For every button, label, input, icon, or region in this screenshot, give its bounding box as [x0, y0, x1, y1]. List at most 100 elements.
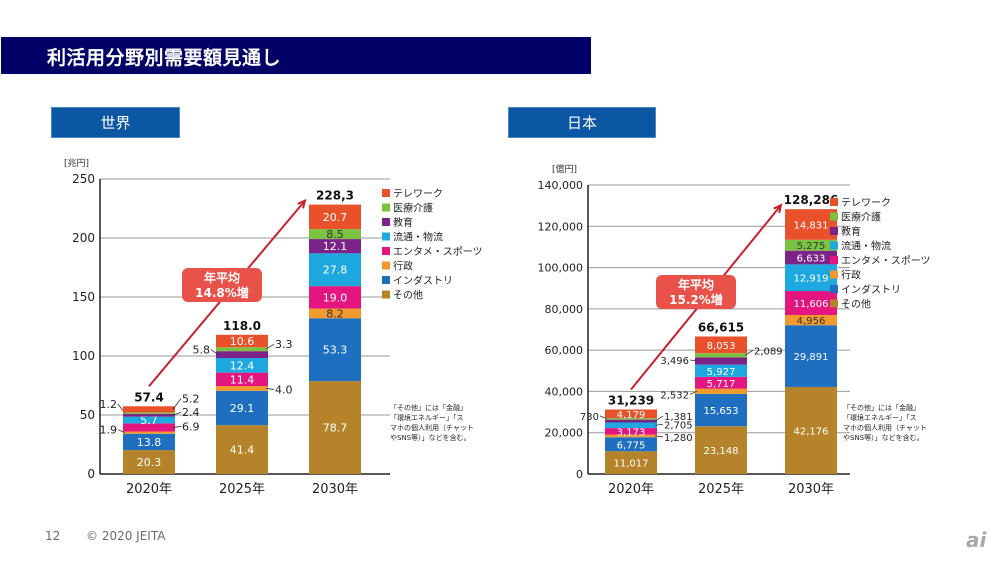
bar-segment: [785, 250, 837, 265]
segment-label: 12.4: [230, 359, 255, 372]
y-tick-label: 250: [72, 172, 95, 186]
segment-label: 5.8: [193, 344, 211, 357]
y-tick-label: 100,000: [538, 262, 584, 275]
segment-label: 78.7: [323, 422, 348, 435]
legend-label: インダストリ: [393, 274, 453, 287]
segment-label: 5,717: [707, 379, 736, 390]
y-axis-unit-label: [兆円]: [64, 158, 89, 169]
leader-line: [689, 390, 698, 395]
segment-label: 12,919: [794, 274, 829, 285]
segment-label: 27.8: [323, 264, 348, 277]
segment-label: 6,775: [617, 440, 646, 451]
bar-segment: [123, 412, 175, 414]
segment-label: 42,176: [794, 426, 829, 437]
y-tick-label: 120,000: [538, 220, 584, 233]
bar-segment: [309, 381, 361, 474]
segment-label: 4,179: [617, 410, 646, 421]
bar-segment: [309, 239, 361, 254]
bar-segment: [216, 386, 268, 391]
segment-label: 8.5: [326, 228, 344, 241]
y-axis-unit-label: [億円]: [552, 163, 577, 175]
bar-segment: [695, 376, 747, 389]
legend-label: 流通・物流: [841, 240, 891, 253]
legend-label: 医療介護: [393, 202, 433, 215]
legend-swatch: [382, 218, 390, 226]
legend-swatch: [382, 261, 390, 270]
bar-segment: [216, 347, 268, 352]
bar-segment: [216, 390, 268, 426]
growth-annotation-box: [182, 268, 262, 302]
bar-total-label: 228,3: [316, 189, 354, 203]
segment-label: 29,891: [794, 352, 829, 363]
leader-line: [210, 349, 219, 355]
bar-segment: [123, 450, 175, 474]
legend-label: 流通・物流: [393, 231, 443, 244]
segment-label: 1,280: [664, 433, 693, 444]
japan-footnote: 「その他」には「金融」 「環境エネルギー」「ス マホの個人利用（チャット やSN…: [843, 404, 927, 442]
legend-swatch: [382, 247, 390, 255]
y-tick-label: 0: [576, 468, 583, 481]
leader-line: [654, 435, 664, 438]
y-tick-label: 150: [72, 290, 95, 304]
bar-segment: [785, 325, 837, 387]
y-tick-label: 50: [80, 408, 95, 422]
page-number: 12: [45, 529, 61, 543]
leader-line: [599, 415, 608, 420]
leader-line: [265, 388, 275, 390]
legend-label: インダストリ: [841, 283, 901, 296]
legend-swatch: [382, 290, 390, 299]
legend-label: 医療介護: [841, 211, 881, 224]
bar-segment: [695, 426, 747, 474]
bar-segment: [785, 239, 837, 251]
world-demand-chart: [兆円] 0 50 100 150 200 250 20.3 13.8 1.9 6.9 5.7 2.4 1…: [64, 158, 483, 497]
legend-swatch: [830, 256, 838, 264]
legend-swatch: [830, 227, 838, 235]
legend-swatch: [830, 299, 838, 308]
bar-segment: [309, 253, 361, 287]
growth-annotation-line1: 年平均: [678, 277, 714, 292]
legend-label: 行政: [393, 260, 413, 273]
x-category-label: 2020年: [126, 482, 172, 497]
leader-line: [172, 398, 182, 410]
legend-swatch: [830, 241, 838, 250]
logo: ai: [966, 528, 987, 552]
segment-label: 3.3: [275, 338, 293, 351]
legend-label: その他: [841, 298, 871, 311]
segment-label: 730: [580, 412, 599, 423]
bar-segment: [309, 286, 361, 309]
segment-label: 8,053: [707, 341, 736, 352]
bar-segment: [309, 308, 361, 319]
japan-section-label: 日本: [508, 107, 656, 138]
legend-swatch: [382, 276, 390, 284]
segment-label: 13.8: [137, 436, 162, 449]
segment-label: 1.2: [100, 398, 118, 411]
bar-segment: [695, 353, 747, 358]
world-section-label: 世界: [51, 107, 180, 138]
bar-segment: [605, 428, 657, 435]
x-category-label: 2025年: [698, 482, 744, 497]
japan-demand-chart: [億円] 0 20,000 40,000 60,000 80,000 100,000 120,…: [538, 163, 931, 497]
legend-label: テレワーク: [841, 197, 891, 209]
growth-annotation-line2: 15.2%増: [669, 292, 723, 307]
segment-label: 29.1: [230, 402, 255, 415]
segment-label: 4.0: [275, 383, 293, 396]
x-category-label: 2030年: [788, 482, 834, 497]
bar-segment: [785, 209, 837, 240]
bar-total-label: 57.4: [134, 390, 164, 404]
y-tick-label: 140,000: [538, 179, 584, 192]
bar-segment: [123, 413, 175, 417]
segment-label: 3,173: [617, 427, 646, 438]
segment-label: 20.7: [323, 211, 348, 224]
y-tick-label: 200: [72, 231, 95, 245]
bar-segment: [216, 334, 268, 348]
bar-segment: [309, 229, 361, 240]
bar-segment: [216, 351, 268, 359]
bar-segment: [605, 437, 657, 452]
bar-segment: [695, 357, 747, 365]
leader-line: [654, 415, 664, 422]
segment-label: 1,381: [664, 412, 693, 423]
world-footnote: 「その他」には「金融」 「環境エネルギー」「ス マホの個人利用（チャット やSN…: [390, 404, 474, 442]
legend-label: その他: [393, 289, 423, 302]
bar-total-label: 66,615: [698, 320, 744, 334]
bar-segment: [695, 388, 747, 394]
